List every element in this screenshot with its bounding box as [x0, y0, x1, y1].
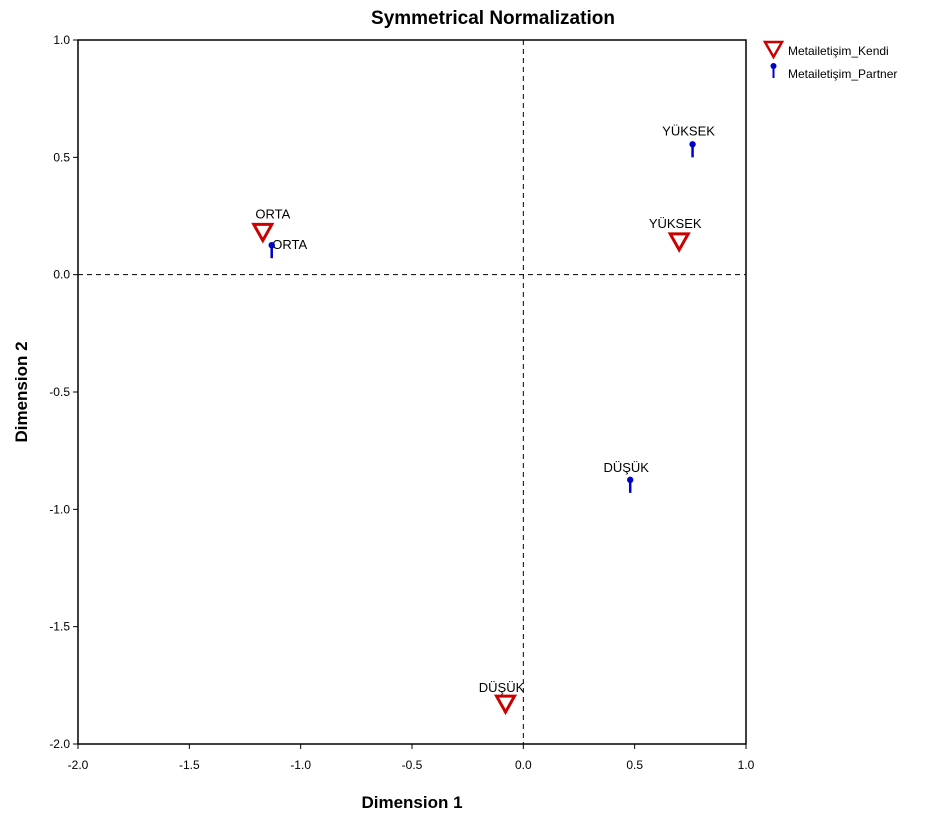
data-markers: ORTA YÜKSEK DÜŞÜK ORTA YÜKSEK DÜŞÜK	[251, 123, 715, 716]
x-tick-label: 1.0	[738, 758, 755, 772]
x-tick-label: -1.5	[179, 758, 200, 772]
partner-pin-marker	[627, 476, 634, 484]
x-axis-title: Dimension 1	[361, 793, 462, 812]
legend-entry-partner: Metailetişim_Partner	[770, 63, 897, 81]
point-label: DÜŞÜK	[603, 460, 649, 475]
point-label: YÜKSEK	[649, 216, 702, 231]
point-label: DÜŞÜK	[479, 680, 525, 695]
y-axis-title: Dimension 2	[12, 341, 31, 442]
y-tick-label: -1.5	[49, 620, 70, 634]
x-tick-label: -0.5	[402, 758, 423, 772]
y-axis-ticks: 1.0 0.5 0.0 -0.5 -1.0 -1.5 -2.0	[49, 33, 78, 751]
legend-entry-kendi: Metailetişim_Kendi	[762, 40, 889, 60]
y-tick-label: -1.0	[49, 502, 70, 516]
partner-pin-marker	[268, 242, 275, 249]
chart-title: Symmetrical Normalization	[371, 8, 615, 29]
x-tick-label: -2.0	[68, 758, 89, 772]
kendi-triangle-marker	[667, 232, 691, 253]
y-tick-label: -2.0	[49, 737, 70, 751]
x-axis-ticks: -2.0 -1.5 -1.0 -0.5 0.0 0.5 1.0	[68, 744, 755, 772]
point-label: YÜKSEK	[662, 123, 715, 138]
legend-pin-icon	[770, 63, 777, 78]
y-tick-label: 1.0	[53, 33, 70, 47]
x-tick-label: 0.5	[626, 758, 643, 772]
point-label: ORTA	[272, 237, 307, 252]
legend-triangle-icon	[762, 40, 785, 60]
partner-pin-marker	[689, 141, 696, 148]
kendi-triangle-marker	[493, 694, 518, 716]
point-label: ORTA	[255, 206, 290, 221]
legend-label-partner: Metailetişim_Partner	[788, 67, 897, 81]
plot-frame	[77, 39, 747, 745]
x-tick-label: -1.0	[290, 758, 311, 772]
y-tick-label: -0.5	[49, 385, 70, 399]
y-tick-label: 0.0	[53, 268, 70, 282]
legend-label-kendi: Metailetişim_Kendi	[788, 44, 889, 58]
legend: Metailetişim_Kendi Metailetişim_Partner	[762, 40, 897, 81]
y-tick-label: 0.5	[53, 150, 70, 164]
x-tick-label: 0.0	[515, 758, 532, 772]
kendi-triangle-marker	[251, 222, 275, 244]
